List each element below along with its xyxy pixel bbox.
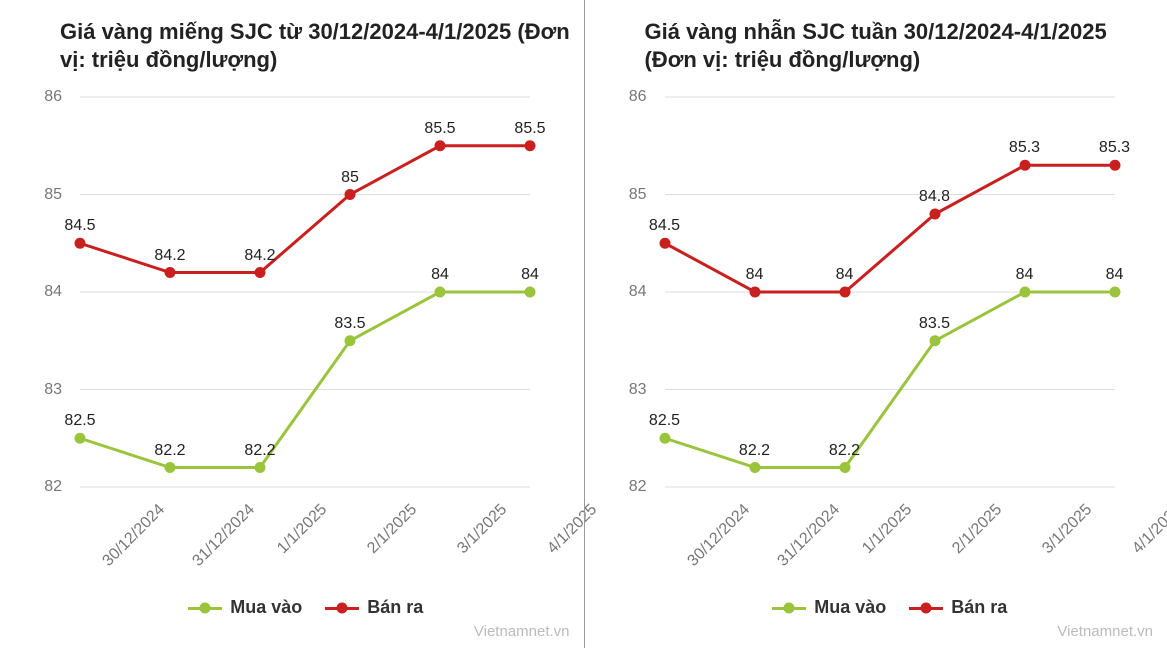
y-tick-label: 82: [44, 478, 62, 496]
point-label: 84.5: [649, 217, 680, 235]
y-tick-label: 84: [44, 283, 62, 301]
y-tick-label: 83: [44, 381, 62, 399]
point-label: 84.2: [244, 247, 275, 265]
legend-buy-label: Mua vào: [814, 597, 886, 617]
y-tick-label: 85: [629, 186, 647, 204]
right-chart: 828384858630/12/202431/12/20241/1/20252/…: [615, 77, 1135, 517]
point-label: 82.2: [244, 442, 275, 460]
point-label: 84.2: [154, 247, 185, 265]
credit: Vietnamnet.vn: [1057, 623, 1153, 640]
point-label: 85.3: [1099, 139, 1130, 157]
point-label: 83.5: [334, 315, 365, 333]
chart-title: Giá vàng miếng SJC từ 30/12/2024-4/1/202…: [60, 18, 574, 73]
point-label: 82.5: [64, 412, 95, 430]
chart-title: Giá vàng nhẫn SJC tuần 30/12/2024-4/1/20…: [645, 18, 1158, 73]
credit: Vietnamnet.vn: [474, 623, 570, 640]
point-label: 82.2: [829, 442, 860, 460]
point-label: 85.5: [424, 120, 455, 138]
point-label: 84: [1106, 266, 1124, 284]
legend-buy-label: Mua vào: [230, 597, 302, 617]
legend-swatch-buy: [772, 607, 806, 610]
point-label: 85: [341, 169, 359, 187]
point-label: 83.5: [919, 315, 950, 333]
point-label: 84: [836, 266, 854, 284]
y-tick-label: 86: [629, 88, 647, 106]
point-label: 85.3: [1009, 139, 1040, 157]
legend-swatch-buy: [188, 607, 222, 610]
point-label: 84: [431, 266, 449, 284]
left-panel: Giá vàng miếng SJC từ 30/12/2024-4/1/202…: [0, 0, 584, 648]
legend-sell-label: Bán ra: [367, 597, 423, 617]
point-label: 82.2: [154, 442, 185, 460]
legend-swatch-sell: [325, 607, 359, 610]
point-label: 84: [1016, 266, 1034, 284]
y-tick-label: 83: [629, 381, 647, 399]
left-chart: 828384858630/12/202431/12/20241/1/20252/…: [30, 77, 550, 517]
point-label: 82.2: [739, 442, 770, 460]
legend-swatch-sell: [909, 607, 943, 610]
point-label: 82.5: [649, 412, 680, 430]
chart-pair: Giá vàng miếng SJC từ 30/12/2024-4/1/202…: [0, 0, 1167, 648]
point-label: 84: [521, 266, 539, 284]
point-label: 84: [746, 266, 764, 284]
legend: Mua vào Bán ra: [605, 597, 1158, 618]
right-panel: Giá vàng nhẫn SJC tuần 30/12/2024-4/1/20…: [584, 0, 1167, 648]
y-tick-label: 86: [44, 88, 62, 106]
point-label: 84.5: [64, 217, 95, 235]
point-label: 85.5: [514, 120, 545, 138]
y-tick-label: 85: [44, 186, 62, 204]
y-tick-label: 82: [629, 478, 647, 496]
legend: Mua vào Bán ra: [20, 597, 574, 618]
legend-sell-label: Bán ra: [951, 597, 1007, 617]
point-label: 84.8: [919, 188, 950, 206]
y-tick-label: 84: [629, 283, 647, 301]
